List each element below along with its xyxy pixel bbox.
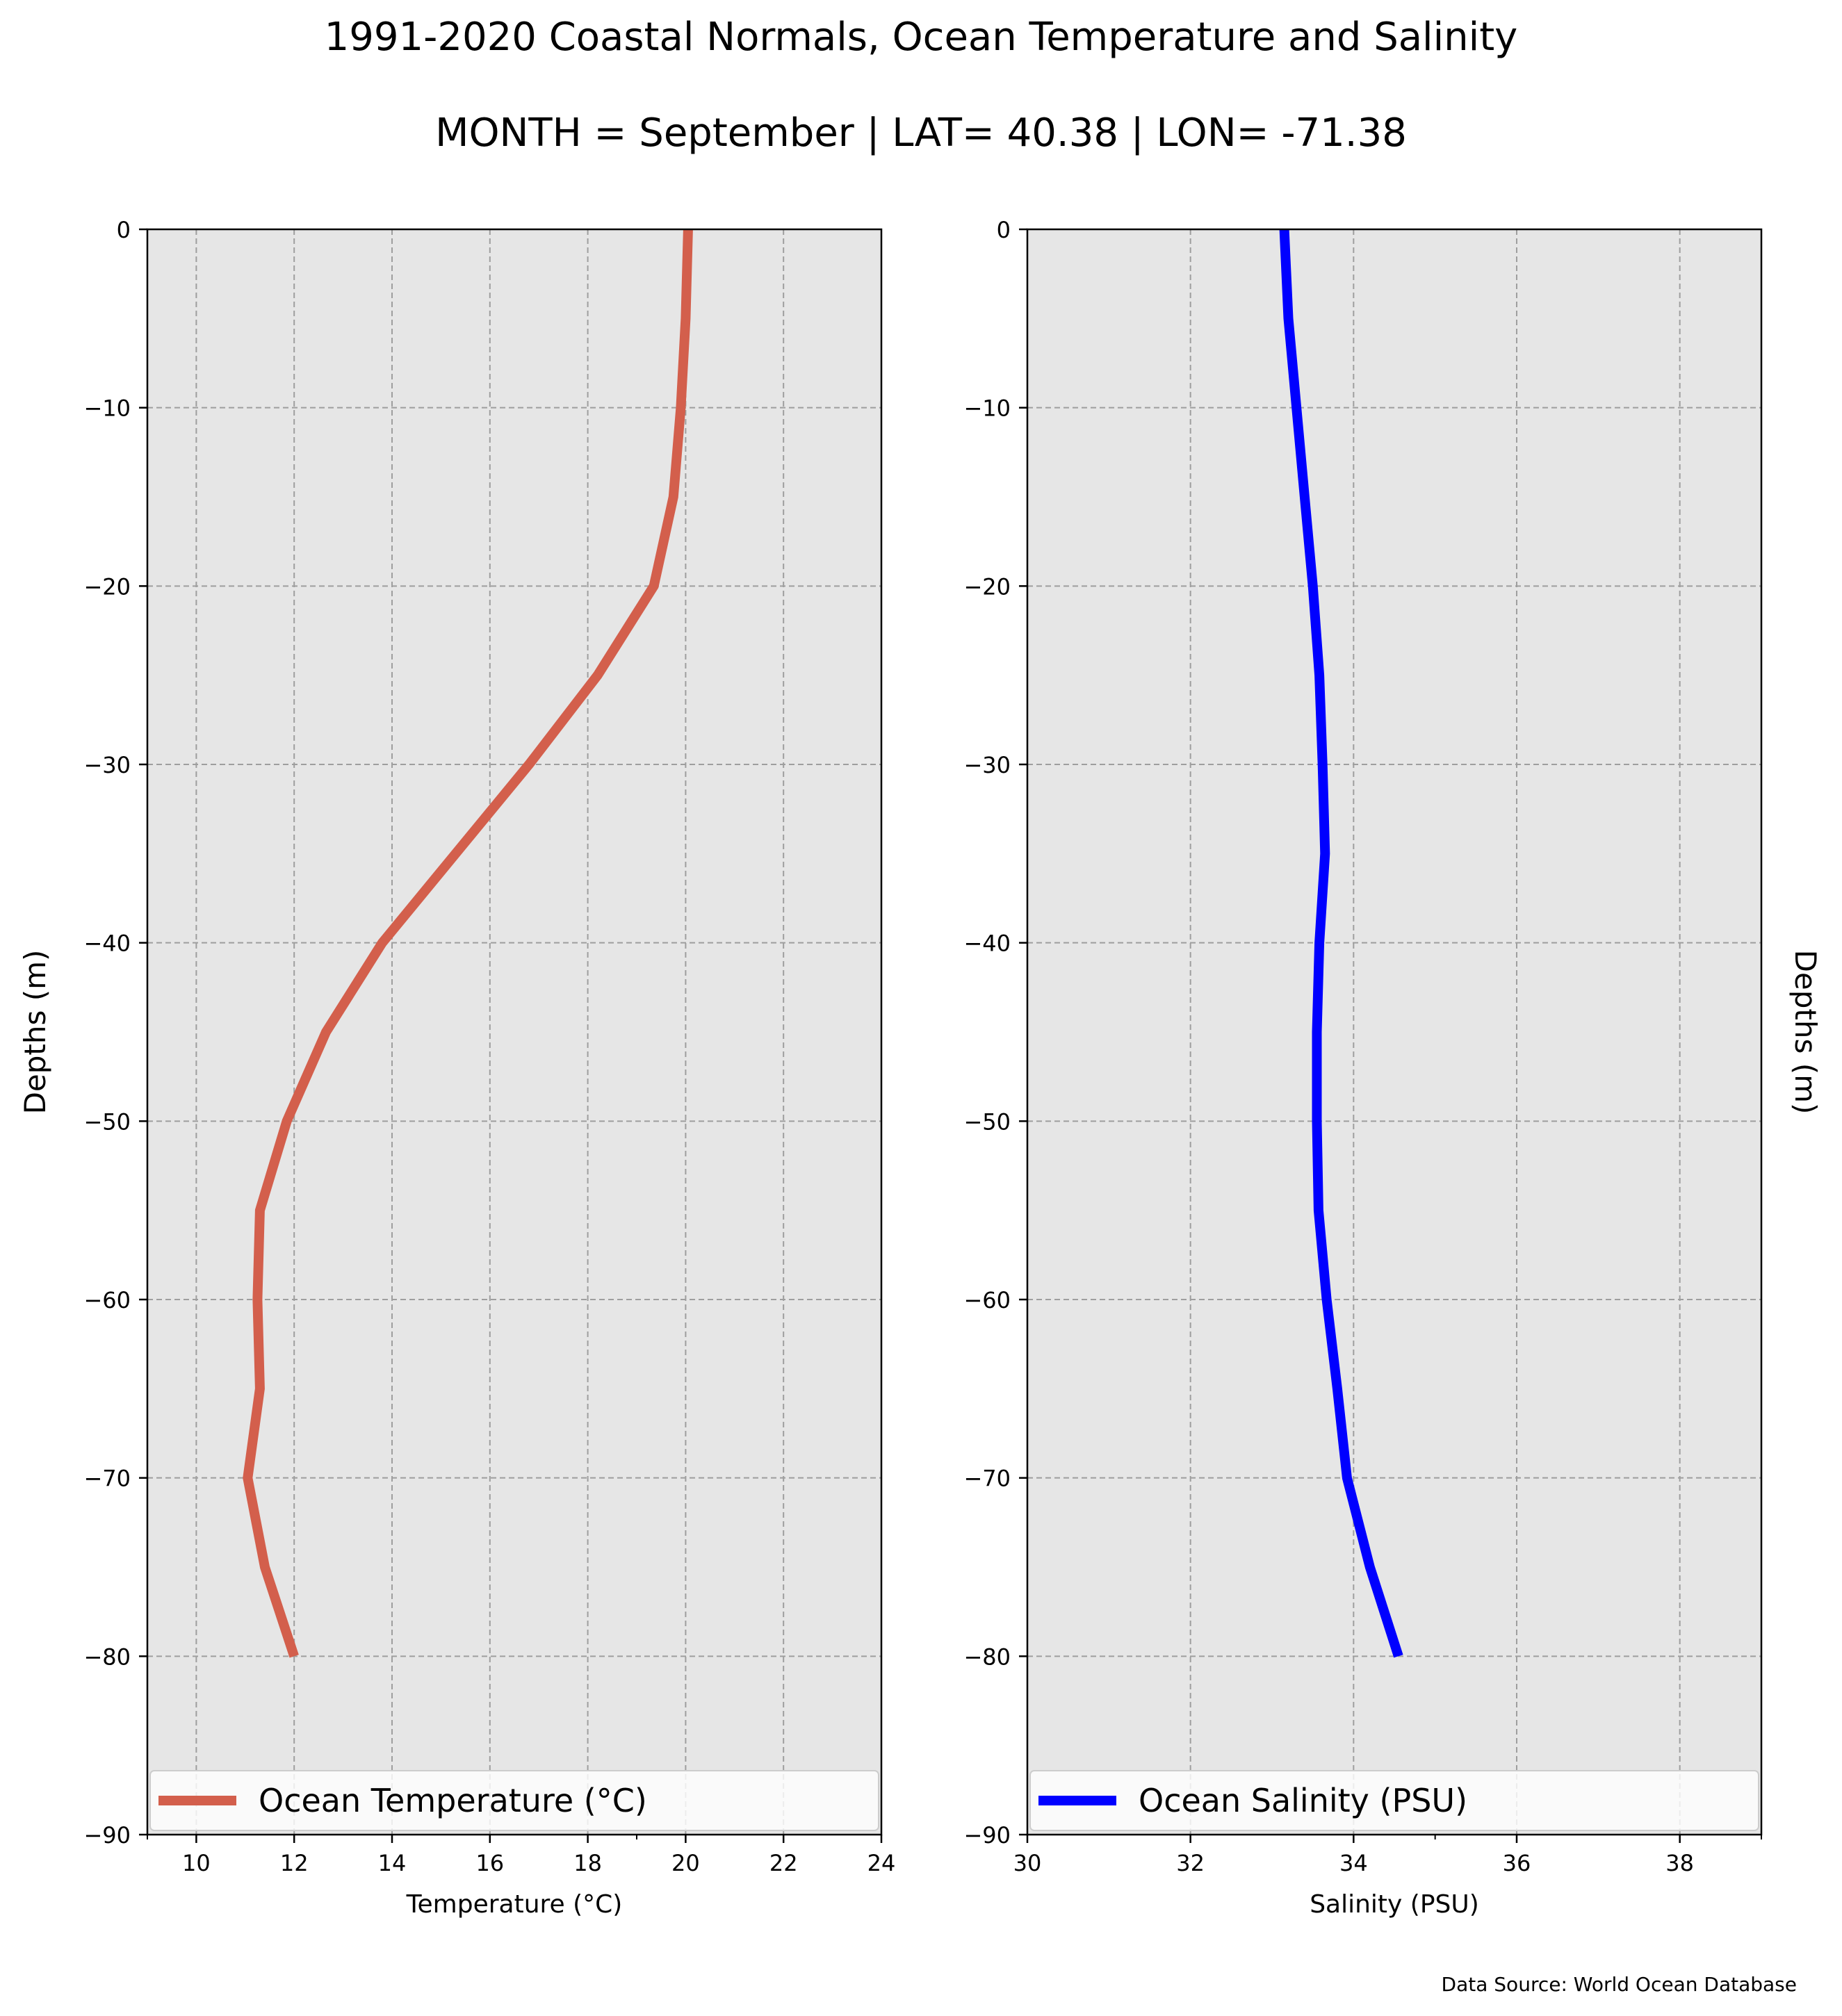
temperature-series-line [243,229,693,1658]
y-tick-label: 0 [997,217,1011,243]
y-tick-label: −10 [83,395,131,422]
x-tick-label: 14 [378,1850,407,1876]
chart-title: 1991-2020 Coastal Normals, Ocean Tempera… [325,15,1518,60]
data-source-note: Data Source: World Ocean Database [1442,1973,1797,1996]
y-tick-label: −70 [83,1466,131,1492]
legend: Ocean Salinity (PSU) [1029,1770,1759,1831]
x-tick-label: 18 [573,1850,602,1876]
x-tick-label: 16 [475,1850,504,1876]
axes-frame [1026,228,1763,1836]
y-tick-label: −20 [963,573,1011,600]
y-axis-label: Depths (m) [1788,950,1823,1115]
x-tick-label: 32 [1176,1850,1205,1876]
y-tick-label: −90 [963,1822,1011,1849]
x-tick-label: 22 [769,1850,798,1876]
x-axis-label: Temperature (°C) [406,1890,623,1919]
y-tick-label: −20 [83,573,131,600]
y-tick-label: −90 [83,1822,131,1849]
chart-subtitle: MONTH = September | LAT= 40.38 | LON= -7… [435,110,1407,156]
y-axis-label: Depths (m) [18,950,52,1115]
y-tick-label: −70 [963,1466,1011,1492]
y-tick-label: −30 [963,752,1011,778]
y-tick-label: −50 [83,1108,131,1135]
y-tick-label: −80 [83,1644,131,1670]
plot-background [147,229,881,1835]
salinity-series-line [1279,229,1403,1658]
axes-frame [146,228,883,1836]
x-tick-label: 36 [1503,1850,1531,1876]
y-tick-label: −80 [963,1644,1011,1670]
legend-box [149,1770,879,1831]
salinity-panel: Ocean Salinity (PSU) 30 32 34 36 38 0 −10 −20 −30… [963,217,1823,1919]
x-tick-label: 10 [182,1850,211,1876]
y-tick-label: 0 [117,217,131,243]
y-tick-label: −10 [963,395,1011,422]
plot-background [1027,229,1761,1835]
x-tick-label: 30 [1013,1850,1042,1876]
y-tick-label: −40 [963,931,1011,957]
x-tick-label: 38 [1665,1850,1694,1876]
x-tick-label: 24 [867,1850,896,1876]
temperature-panel: Ocean Temperature (°C) 10 12 14 16 18 20 22 24 0 −… [18,217,895,1919]
y-tick-label: −60 [963,1287,1011,1313]
y-tick-label: −60 [83,1287,131,1313]
x-tick-label: 20 [671,1850,700,1876]
legend-label: Ocean Salinity (PSU) [1139,1782,1467,1819]
legend-label: Ocean Temperature (°C) [259,1782,647,1819]
legend-box [1029,1770,1759,1831]
x-tick-label: 34 [1339,1850,1368,1876]
legend: Ocean Temperature (°C) [149,1770,879,1831]
y-tick-label: −50 [963,1108,1011,1135]
x-axis-label: Salinity (PSU) [1310,1890,1479,1919]
y-tick-label: −40 [83,931,131,957]
x-tick-label: 12 [280,1850,309,1876]
y-tick-label: −30 [83,752,131,778]
